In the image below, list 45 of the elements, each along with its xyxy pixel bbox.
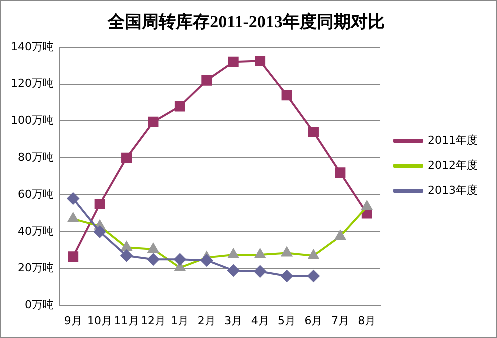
point <box>202 75 212 86</box>
point <box>308 127 319 138</box>
point <box>147 254 160 266</box>
point <box>281 270 294 282</box>
point <box>174 101 186 112</box>
point <box>174 254 186 266</box>
point <box>228 56 239 68</box>
y-tick-label: 100万吨 <box>10 114 54 128</box>
x-tick-label: 5月 <box>278 314 296 328</box>
x-tick-label: 9月 <box>64 314 82 328</box>
y-tick-label: 140万吨 <box>10 40 54 54</box>
legend-label: 2013年度 <box>428 184 478 197</box>
point <box>282 90 292 101</box>
x-tick-label: 11月 <box>114 314 140 328</box>
point <box>68 252 79 262</box>
x-tick-label: 4月 <box>251 314 270 328</box>
legend-label: 2012年度 <box>428 158 478 172</box>
x-tick-label: 1月 <box>171 314 190 328</box>
point <box>254 266 266 278</box>
point <box>94 199 106 210</box>
y-tick-label: 120万吨 <box>10 77 54 90</box>
point <box>200 254 213 267</box>
point <box>122 152 132 164</box>
x-tick-label: 2月 <box>198 314 216 328</box>
point <box>94 226 106 238</box>
point <box>148 116 159 128</box>
y-tick-label: 0万吨 <box>24 298 54 312</box>
x-tick-label: 12月 <box>140 314 166 328</box>
chart-title: 全国周转库存2011-2013年度同期对比 <box>107 12 385 32</box>
y-tick-label: 80万吨 <box>18 151 54 164</box>
point <box>120 250 133 262</box>
y-tick-label: 60万吨 <box>18 188 54 201</box>
point <box>335 168 346 178</box>
point <box>308 270 320 282</box>
legend-label: 2011年度 <box>428 134 478 147</box>
point <box>67 192 80 205</box>
x-tick-label: 7月 <box>331 314 350 328</box>
x-tick-label: 6月 <box>304 314 323 328</box>
y-tick-label: 20万吨 <box>18 262 54 275</box>
y-tick-label: 40万吨 <box>18 224 54 238</box>
point <box>228 264 240 277</box>
point <box>255 56 266 66</box>
x-tick-label: 8月 <box>358 314 376 328</box>
x-tick-label: 3月 <box>224 314 243 328</box>
x-tick-label: 10月 <box>88 314 113 328</box>
